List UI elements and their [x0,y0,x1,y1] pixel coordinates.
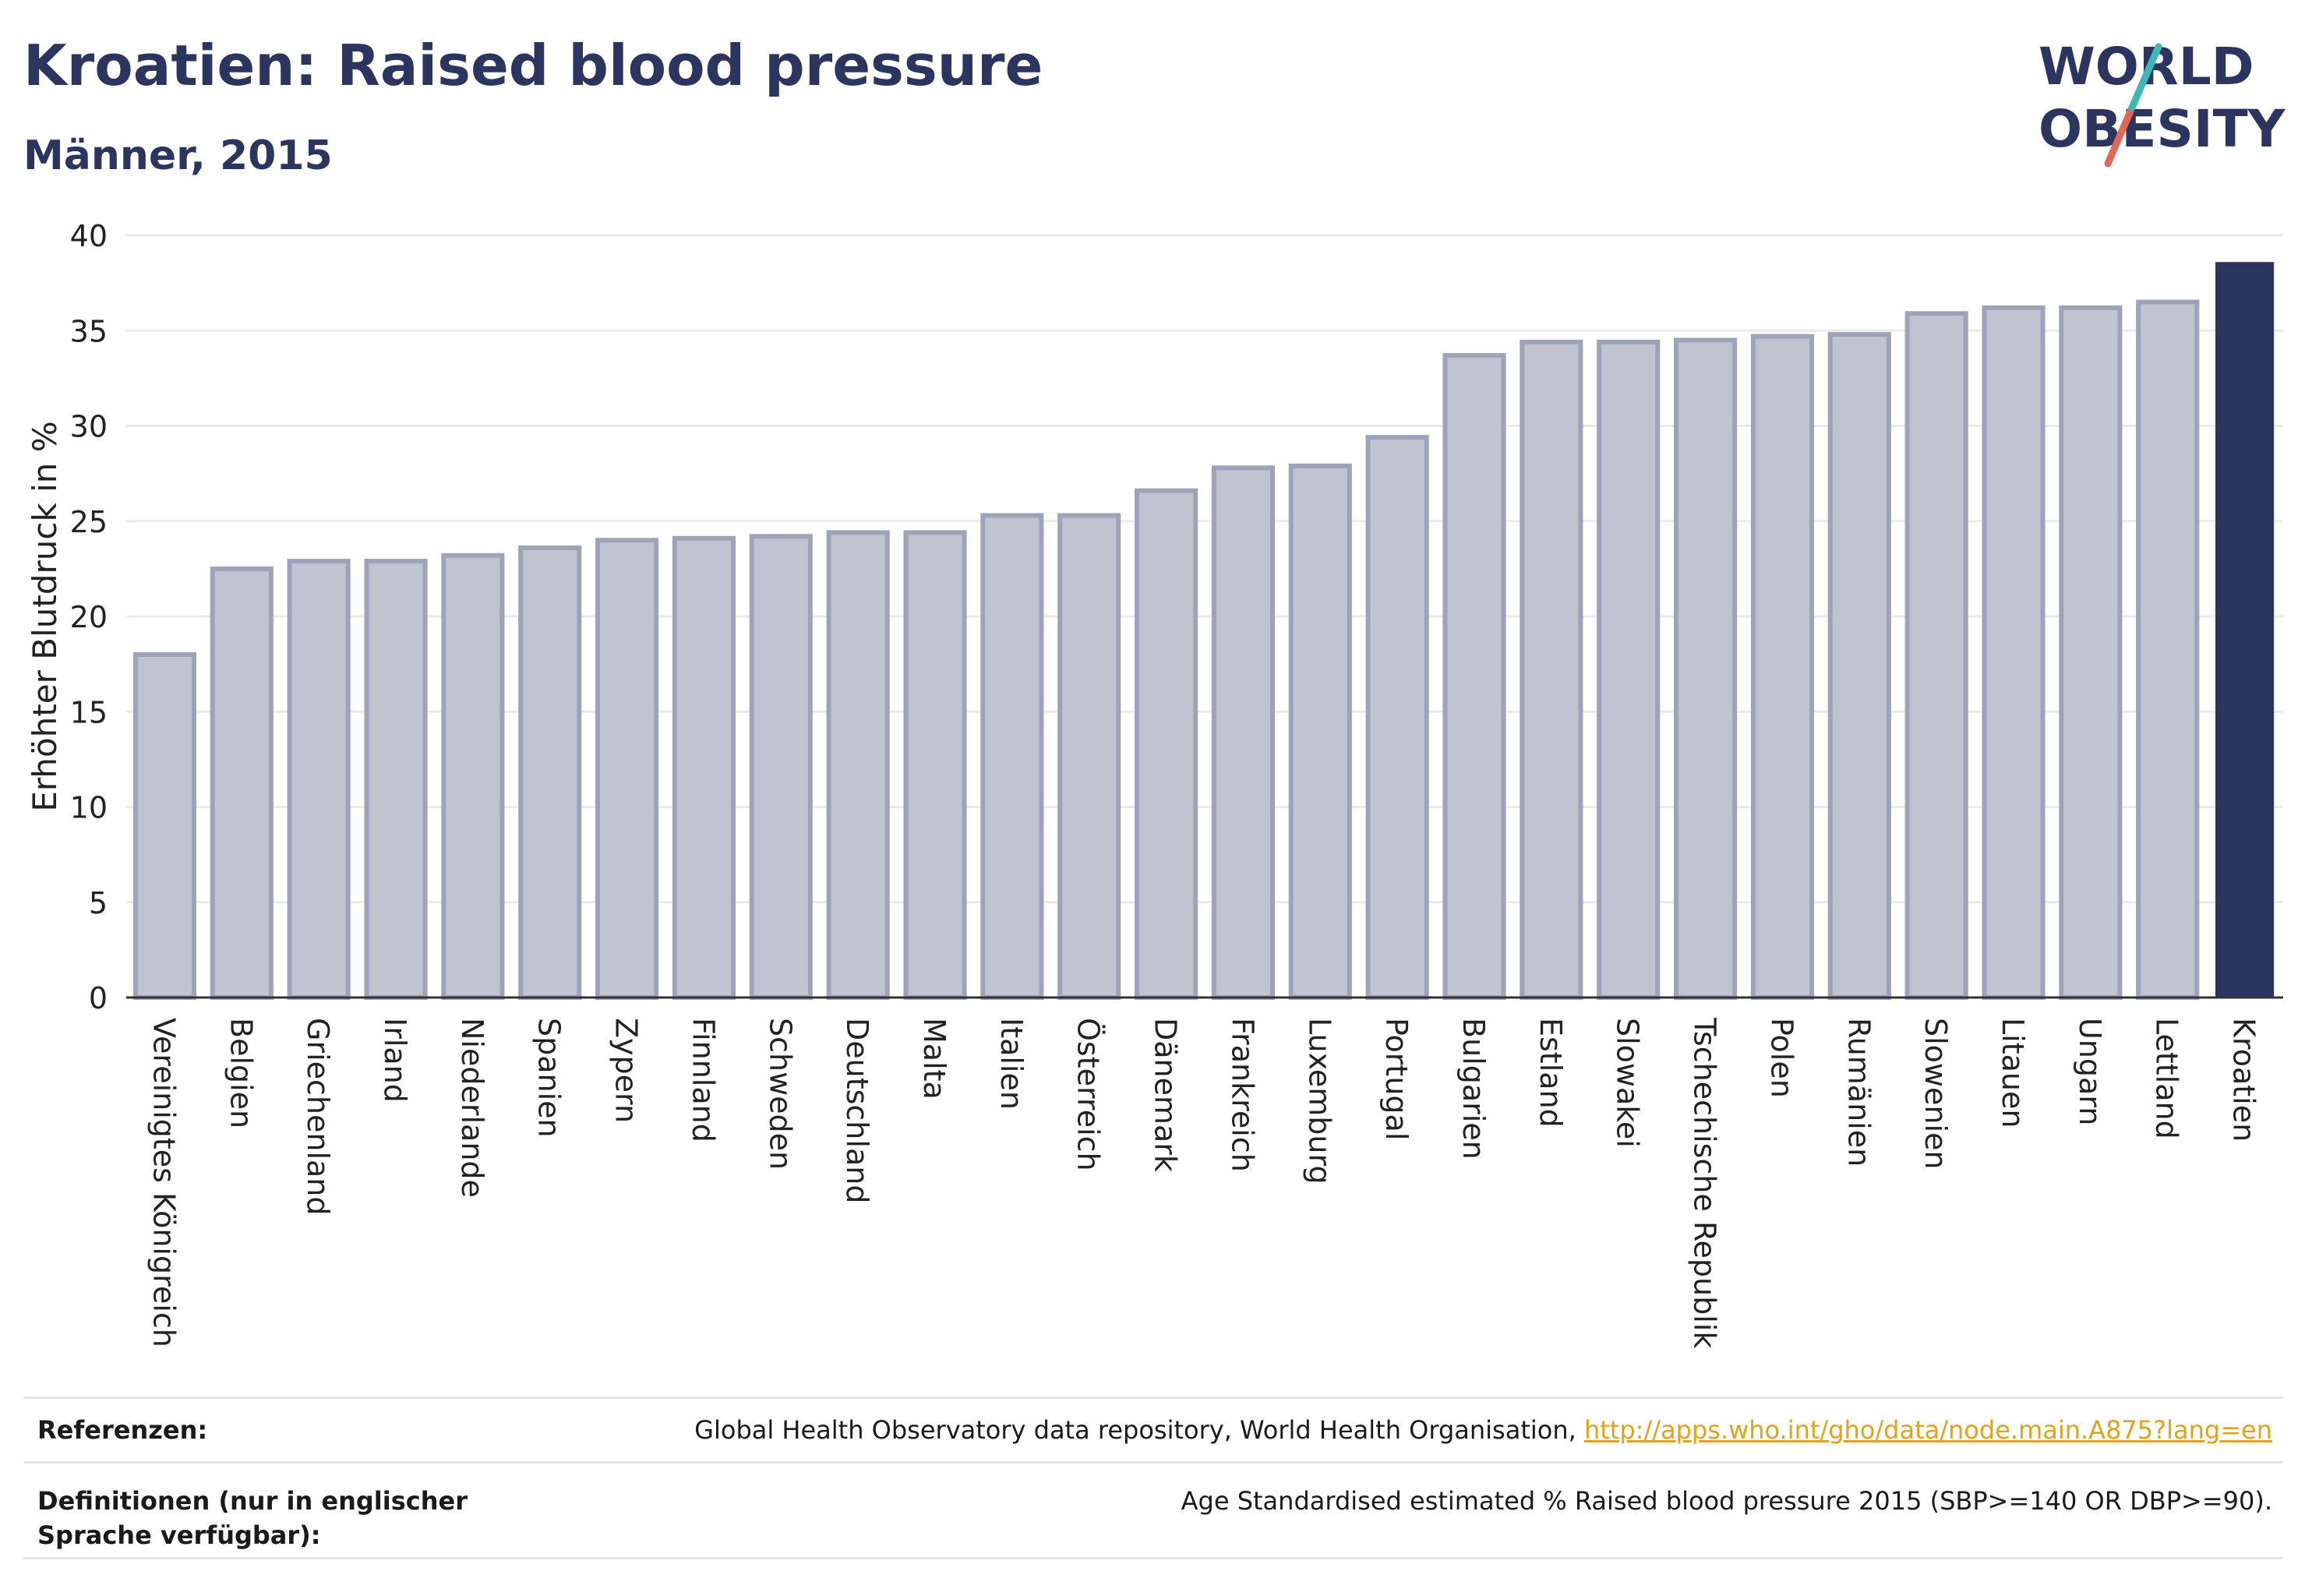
bar-belgien [210,566,274,1000]
bar-niederlande [441,553,505,1000]
x-tick-label: Irland [378,1018,412,1103]
x-tick-label: Lettland [2150,1018,2184,1139]
x-tick-label: Estland [1534,1018,1568,1128]
bar-malta [903,530,967,1001]
y-axis-label: Erhöhter Blutdruck in % [26,421,64,811]
x-tick-label: Niederlande [455,1018,489,1198]
y-tick-label: 5 [89,886,108,920]
x-tick-label: Frankreich [1225,1018,1259,1172]
y-axis-ticks: 0 5 10 15 20 25 30 35 40 [70,219,108,1015]
x-axis-ticks: Vereinigtes Königreich Belgien Griechenlan… [146,1017,2261,1348]
x-tick-label: Tschechische Republik [1688,1017,1722,1348]
x-tick-label: Griechenland [301,1018,335,1216]
x-tick-label: Litauen [1996,1018,2030,1128]
world-obesity-logo: WORLD OBESITY [2038,37,2286,168]
bar-spanien [518,545,582,1001]
x-tick-label: Slowenien [1918,1018,1953,1170]
x-tick-label: Schweden [763,1018,797,1170]
bar-bulgarien [1442,353,1506,1001]
definitions-row: Definitionen (nur in englischer Sprache … [23,1461,2283,1559]
chart-subtitle: Männer, 2015 [23,132,333,179]
y-tick-label: 40 [70,219,108,253]
x-tick-label: Malta [917,1018,951,1100]
bars [132,262,2275,1001]
definitions-value: Age Standardised estimated % Raised bloo… [1181,1486,2272,1516]
chart-title: Kroatien: Raised blood pressure [23,33,1043,98]
x-tick-label: Rumänien [1841,1018,1876,1167]
bar-schweden [749,534,813,1000]
bar-ungarn [2059,305,2123,1001]
bar-finnland [672,535,736,1000]
x-tick-label: Bulgarien [1456,1018,1491,1160]
y-tick-label: 25 [70,505,108,539]
bar-irland [364,559,428,1001]
x-tick-label: Vereinigtes Königreich [146,1018,181,1347]
bar-frankreich [1211,465,1275,1001]
bar-rumänien [1827,332,1891,1000]
logo-slash-teal [2128,43,2162,111]
bar-kroatien [2215,262,2275,998]
x-tick-label: Zypern [609,1018,644,1123]
bar-chart: 0 5 10 15 20 25 30 35 40 Vereinigtes Königreich B… [26,219,2283,1348]
references-text: Global Health Observatory data repositor… [694,1415,1584,1445]
x-tick-label: Spanien [532,1018,567,1138]
y-tick-label: 20 [70,600,108,634]
bar-tschechische-republik [1674,337,1738,1001]
x-tick-label: Luxemburg [1302,1018,1336,1185]
bar-portugal [1365,435,1429,1001]
bar-estland [1520,339,1583,1001]
x-tick-label: Italien [994,1018,1029,1110]
x-tick-label: Deutschland [840,1018,874,1203]
bar-slowakei [1597,339,1661,1001]
x-tick-label: Polen [1764,1018,1798,1098]
x-tick-label: Österreich [1071,1018,1106,1171]
references-row: Referenzen: Global Health Observatory da… [23,1396,2283,1461]
x-tick-label: Ungarn [2073,1018,2107,1125]
bar-griechenland [287,559,351,1001]
definitions-label: Definitionen (nur in englischer Sprache … [37,1486,468,1550]
bar-deutschland [826,530,890,1001]
bar-dänemark [1135,488,1198,1000]
bar-polen [1750,334,1814,1000]
x-tick-label: Finnland [686,1018,720,1142]
bar-litauen [1982,305,2046,1001]
y-tick-label: 10 [70,791,108,825]
bar-slowenien [1904,311,1968,1000]
references-value: Global Health Observatory data repositor… [694,1413,2272,1447]
y-tick-label: 30 [70,410,108,444]
bar-österreich [1057,513,1121,1001]
x-tick-label: Portugal [1379,1018,1414,1140]
x-tick-label: Belgien [224,1018,258,1128]
y-tick-label: 35 [70,314,108,348]
bar-zypern [595,538,659,1000]
references-link[interactable]: http://apps.who.int/gho/data/node.main.A… [1583,1415,2272,1445]
bar-italien [980,513,1044,1001]
bar-luxemburg [1288,463,1352,1001]
footer-divider [23,1557,2283,1559]
x-tick-label: Kroatien [2227,1018,2261,1142]
logo-slash-red [2104,104,2136,168]
x-tick-label: Slowakei [1611,1018,1645,1148]
references-label: Referenzen: [37,1415,208,1445]
bar-lettland [2136,299,2200,1000]
y-tick-label: 0 [89,981,108,1015]
x-tick-label: Dänemark [1149,1018,1183,1172]
bar-vereinigtes-königreich [132,651,196,1001]
y-tick-label: 15 [70,695,108,729]
logo-line2: OBESITY [2038,99,2286,159]
